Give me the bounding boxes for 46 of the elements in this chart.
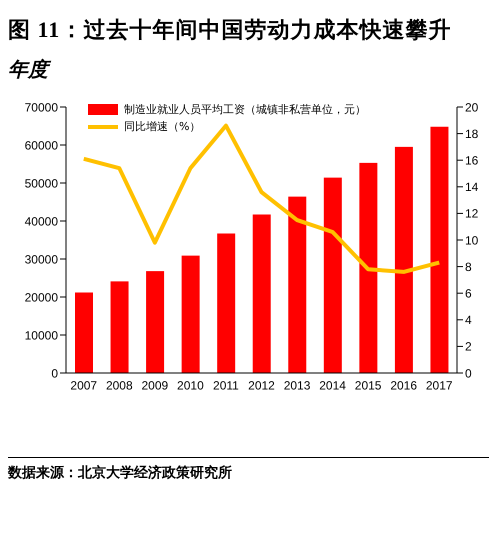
x-tick-label: 2013	[284, 378, 311, 393]
legend-label: 制造业就业人员平均工资（城镇非私营单位，元）	[124, 102, 366, 118]
y2-tick-label: 18	[465, 126, 479, 141]
bar	[217, 234, 236, 373]
y-tick-label: 0	[51, 366, 58, 380]
x-tick-label: 2008	[106, 378, 133, 393]
y-tick-label: 20000	[24, 290, 58, 304]
bar	[252, 214, 271, 373]
chart-subtitle: 年度	[8, 58, 52, 83]
y2-tick-label: 0	[465, 366, 472, 380]
y2-tick-label: 12	[465, 206, 479, 221]
bar	[146, 271, 164, 373]
source-note: 数据来源：北京大学经济政策研究所	[8, 457, 489, 482]
y2-tick-label: 2	[465, 340, 472, 354]
legend-label: 同比增速（%）	[124, 119, 200, 135]
y-tick-label: 10000	[24, 328, 58, 342]
y2-tick-label: 6	[465, 286, 472, 300]
x-tick-label: 2012	[248, 378, 276, 393]
x-tick-label: 2017	[426, 378, 453, 393]
chart-title: 图 11：过去十年间中国劳动力成本快速攀升	[8, 16, 452, 44]
bar	[430, 126, 448, 373]
y-tick-label: 60000	[24, 138, 58, 152]
y-tick-label: 70000	[24, 100, 58, 114]
y2-tick-label: 14	[465, 180, 479, 194]
bar	[394, 146, 413, 373]
bar	[288, 196, 306, 373]
y-tick-label: 40000	[24, 214, 58, 228]
y2-tick-label: 20	[465, 100, 479, 114]
x-tick-label: 2007	[70, 378, 98, 393]
bar	[359, 162, 378, 373]
y2-tick-label: 10	[465, 233, 479, 248]
y-tick-label: 50000	[24, 176, 58, 190]
x-tick-label: 2014	[319, 378, 346, 393]
y2-tick-label: 4	[465, 313, 472, 328]
y2-tick-label: 16	[465, 153, 479, 168]
x-tick-label: 2015	[354, 378, 382, 393]
x-tick-label: 2009	[142, 378, 169, 393]
y2-tick-label: 8	[465, 260, 472, 274]
bar	[182, 256, 200, 373]
x-tick-label: 2011	[213, 378, 240, 393]
bar	[75, 292, 93, 373]
x-tick-label: 2010	[177, 378, 204, 393]
bar	[110, 281, 129, 373]
bar	[324, 178, 342, 373]
y-tick-label: 30000	[24, 252, 58, 266]
x-tick-label: 2016	[390, 378, 418, 393]
